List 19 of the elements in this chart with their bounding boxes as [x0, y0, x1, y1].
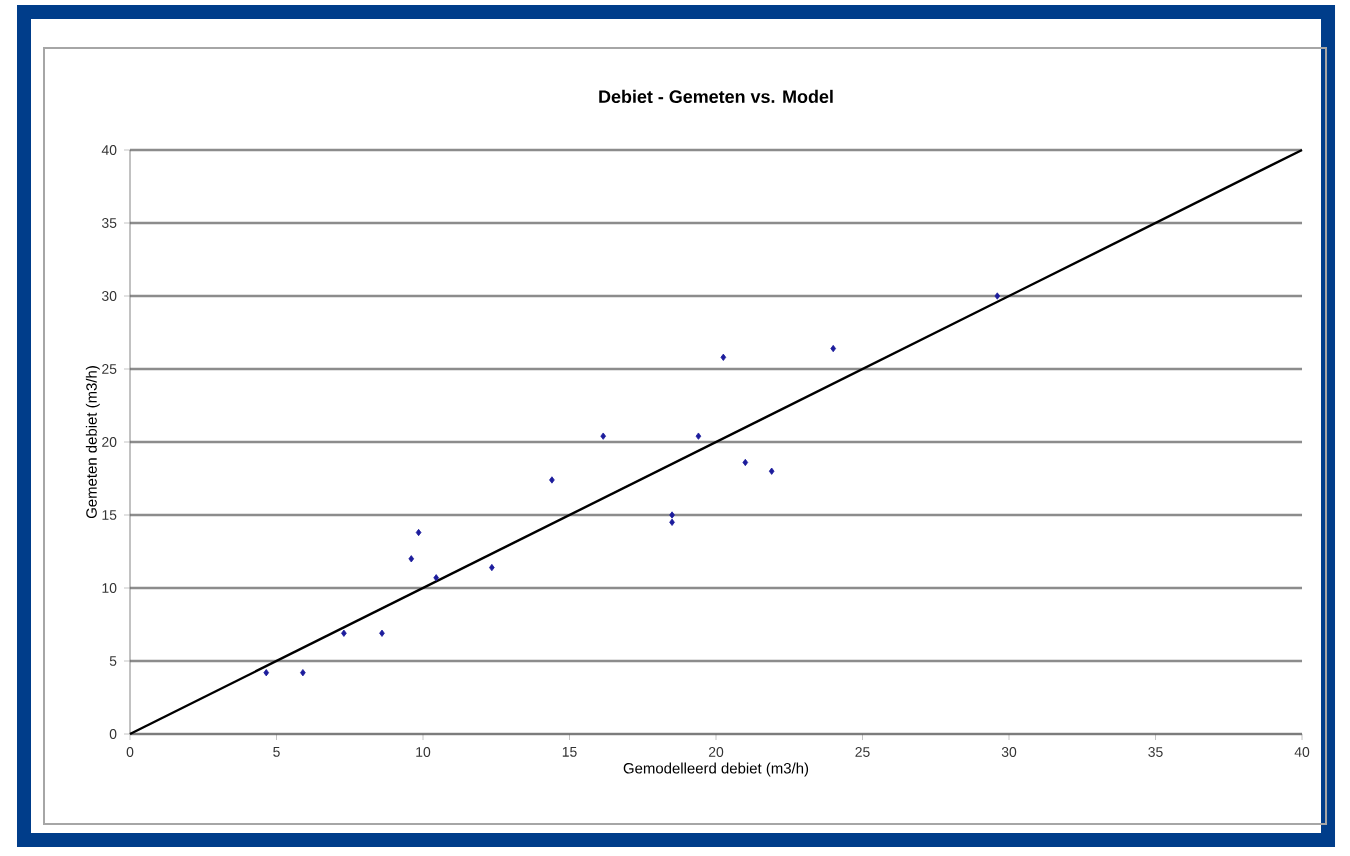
point [433, 574, 439, 582]
point [300, 669, 306, 677]
point [379, 629, 385, 637]
point [768, 467, 775, 475]
point [695, 432, 702, 440]
point [830, 344, 837, 353]
point [415, 528, 422, 537]
point [549, 476, 555, 484]
point [994, 292, 1001, 300]
point [489, 563, 495, 572]
point [720, 353, 727, 361]
point [341, 629, 347, 637]
point [742, 458, 749, 467]
point [600, 432, 606, 440]
point [669, 518, 675, 526]
chart-title: Debiet - Gemeten vs. Model [599, 89, 833, 104]
point [263, 669, 270, 677]
point [408, 555, 415, 563]
point [669, 511, 675, 519]
